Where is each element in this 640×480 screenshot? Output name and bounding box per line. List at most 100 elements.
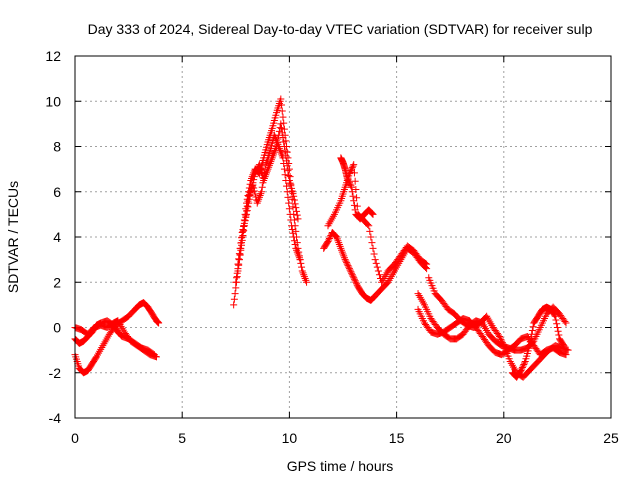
data-point [552,316,560,324]
data-point [253,167,261,175]
series-trace [234,120,302,268]
data-point [233,269,241,277]
data-point [345,179,353,187]
series-trace [71,317,158,359]
data-point [236,244,244,252]
data-point [292,204,300,212]
y-tick-label: -2 [49,365,62,381]
data-point [277,95,285,103]
data-points [71,95,572,381]
data-point [284,193,292,201]
data-point [280,143,288,150]
data-point [243,207,251,215]
data-point [344,176,352,184]
data-point [526,342,534,350]
data-point [242,213,250,221]
data-point [368,239,376,247]
data-point [350,197,358,205]
data-point [348,183,356,191]
data-point [342,257,350,265]
data-point [352,185,360,193]
data-point [290,237,298,245]
data-point [348,271,356,279]
x-tick-label: 0 [71,430,79,446]
data-point [551,312,559,320]
data-point [562,319,570,327]
data-point [346,180,354,188]
data-point [370,250,378,258]
data-point [290,233,298,241]
series-trace [425,274,572,381]
y-tick-label: 8 [53,139,61,155]
data-point [251,170,259,178]
data-point [553,320,561,328]
data-point [374,267,382,275]
data-point [325,235,333,243]
x-tick-label: 10 [282,430,298,446]
data-point [519,362,527,370]
data-point [325,236,333,244]
data-point [559,340,567,348]
data-point [365,222,373,230]
x-tick-label: 5 [178,430,186,446]
data-point [364,221,372,229]
data-point [369,244,377,252]
data-point [349,162,357,170]
data-point [527,334,535,342]
data-point [287,216,295,224]
data-point [499,340,507,348]
data-point [245,199,253,207]
data-point [283,188,291,196]
data-point [341,256,349,264]
data-point [230,295,238,303]
data-point [353,194,361,202]
x-tick-label: 25 [603,430,619,446]
data-point [117,332,125,340]
data-point [553,324,561,331]
data-point [350,161,358,169]
data-point [232,278,240,286]
data-point [367,233,375,241]
series-trace [337,154,377,223]
data-point [345,263,353,271]
data-point [346,266,354,274]
data-point [240,222,248,230]
data-point [237,246,245,254]
data-point [498,339,506,347]
data-point [350,169,358,177]
data-point [348,164,356,172]
data-point [285,199,293,207]
data-point [277,120,285,128]
chart-title: Day 333 of 2024, Sidereal Day-to-day VTE… [88,21,593,37]
data-point [347,182,355,190]
data-point [351,206,359,214]
data-point [246,192,254,200]
data-point [273,139,281,147]
y-tick-label: 4 [53,229,61,245]
data-point [280,119,288,127]
data-point [528,330,536,338]
data-point [423,260,431,268]
data-point [243,210,251,218]
y-tick-label: -4 [49,410,62,426]
data-point [278,124,286,132]
grid-lines [75,56,611,418]
series-trace [320,228,431,304]
data-point [280,165,288,173]
data-point [244,203,252,211]
series-trace [324,161,431,286]
data-point [273,143,281,150]
data-point [497,336,505,344]
data-point [234,260,242,268]
data-point [289,229,297,237]
data-point [276,124,284,132]
x-tick-label: 20 [496,430,512,446]
data-point [235,255,243,263]
data-point [345,177,353,185]
x-tick-label: 15 [389,430,405,446]
data-point [375,271,383,279]
data-point [239,225,247,233]
data-point [248,182,256,190]
data-point [247,188,255,196]
series-trace [230,95,311,309]
